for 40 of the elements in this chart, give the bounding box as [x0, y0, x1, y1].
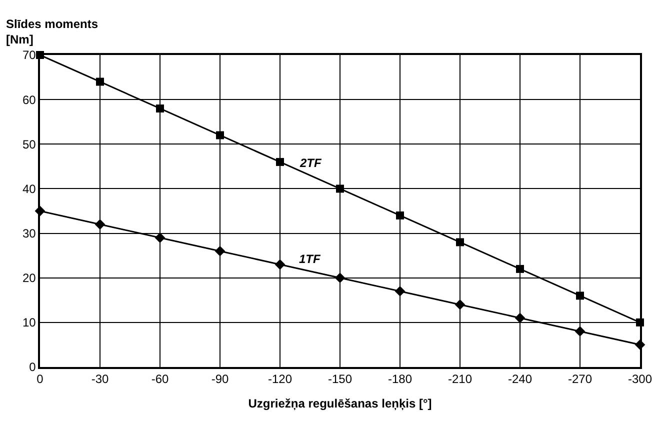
y-tick-label: 30 — [22, 226, 36, 240]
point — [154, 232, 166, 243]
x-tick-label: -60 — [151, 372, 169, 386]
y-tick-label: 40 — [22, 182, 36, 196]
point — [514, 312, 526, 324]
x-tick-label: -150 — [328, 372, 352, 386]
x-tick-label: -270 — [568, 372, 592, 386]
point — [156, 104, 164, 112]
y-tick-label: 10 — [22, 316, 36, 330]
y-axis-title: Slīdes moments [Nm] — [6, 17, 98, 47]
point — [456, 238, 464, 246]
point — [274, 259, 286, 270]
y-tick-label: 70 — [22, 48, 36, 62]
point — [94, 219, 106, 230]
point — [396, 211, 404, 220]
y-tick-label: 60 — [22, 92, 36, 107]
y-tick-label: 50 — [22, 137, 36, 152]
x-axis-title: Uzgriežņa regulēšanas leņķis [°] — [248, 396, 432, 411]
x-tick-label: -120 — [268, 372, 292, 386]
point — [214, 246, 226, 256]
point — [394, 286, 406, 296]
x-tick-label: -90 — [211, 372, 229, 386]
point — [96, 78, 104, 86]
point — [336, 184, 344, 193]
point — [574, 326, 586, 337]
y-tick-label: 0 — [29, 360, 36, 374]
point — [454, 299, 466, 310]
x-tick-label: -240 — [508, 372, 532, 386]
point — [276, 158, 284, 166]
point — [216, 131, 224, 140]
x-tick-label: -30 — [91, 372, 109, 386]
series-label: 1TF — [299, 252, 322, 266]
x-tick-label: -300 — [628, 372, 652, 386]
x-tick-label: -180 — [388, 372, 412, 386]
point — [334, 272, 346, 284]
y-tick-label: 20 — [22, 271, 36, 286]
point — [576, 292, 584, 300]
series-label: 2TF — [299, 156, 322, 170]
x-tick-label: -210 — [448, 372, 472, 386]
point — [516, 264, 524, 273]
